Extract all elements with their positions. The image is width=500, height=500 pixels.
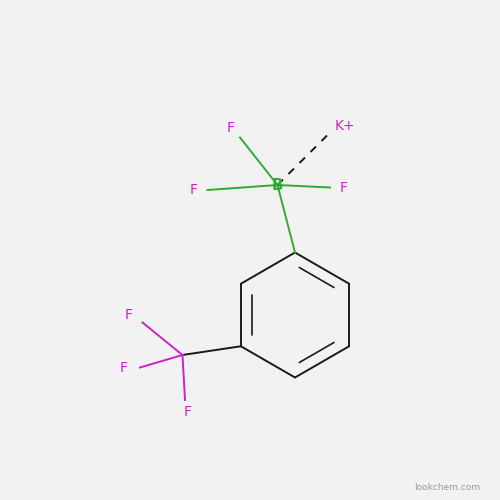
Text: F: F xyxy=(227,122,235,136)
Text: K+: K+ xyxy=(334,119,355,133)
Text: lookchem.com: lookchem.com xyxy=(414,484,480,492)
Text: F: F xyxy=(190,183,198,197)
Text: F: F xyxy=(340,180,348,194)
Text: F: F xyxy=(120,360,128,374)
Text: F: F xyxy=(184,406,192,419)
Text: B: B xyxy=(272,178,283,192)
Text: F: F xyxy=(124,308,132,322)
